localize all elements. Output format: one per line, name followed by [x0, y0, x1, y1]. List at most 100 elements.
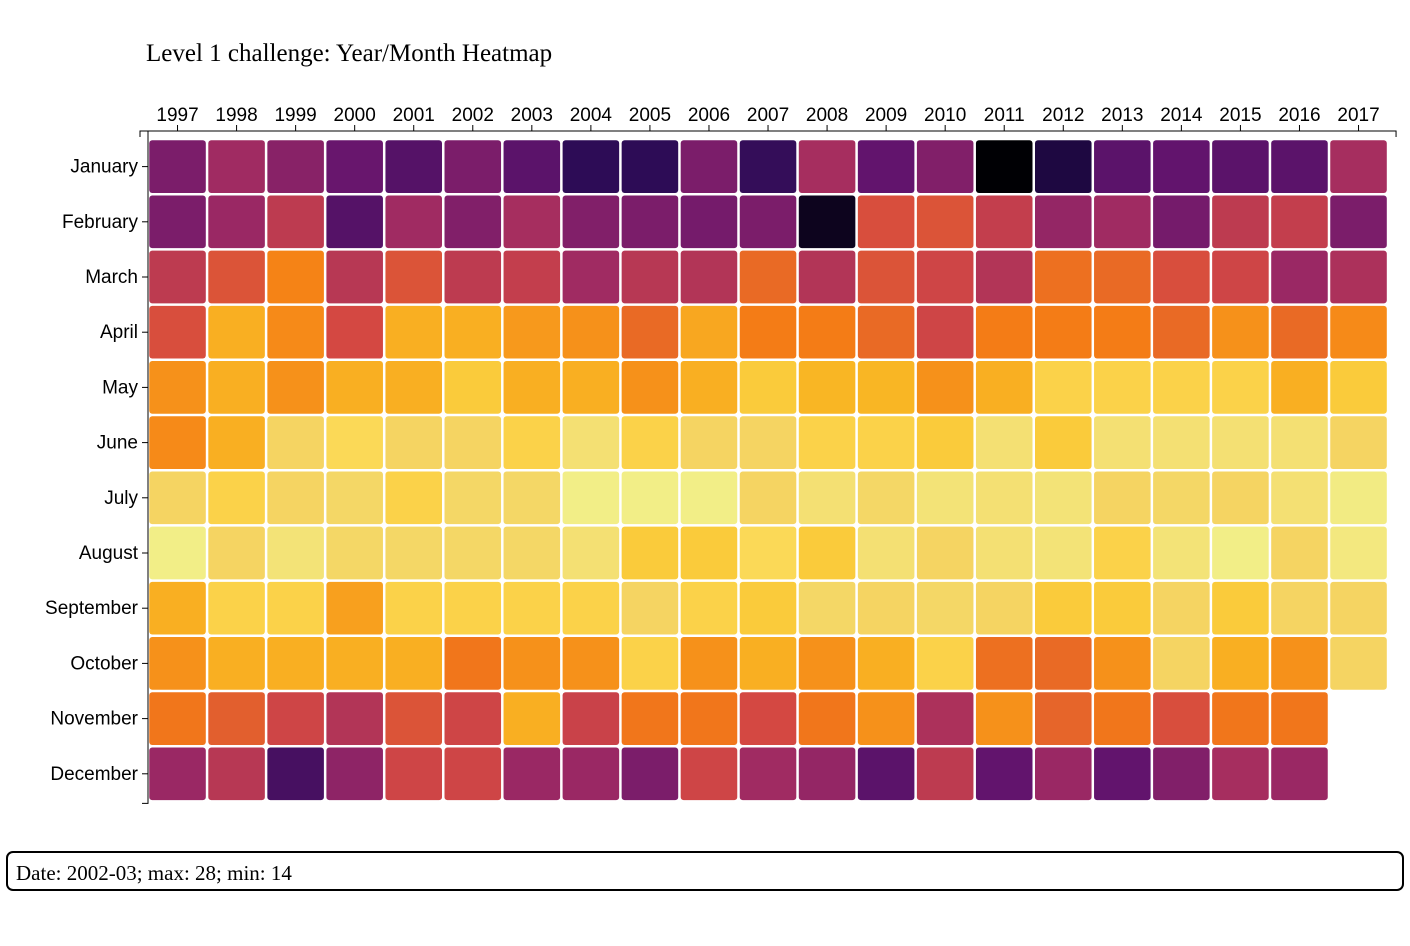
heatmap-cell-1997-april[interactable] [149, 305, 206, 359]
heatmap-cell-1998-june[interactable] [208, 416, 265, 469]
heatmap-cell-2013-august[interactable] [1094, 526, 1151, 580]
heatmap-cell-2014-february[interactable] [1153, 195, 1210, 249]
heatmap-cell-2006-november[interactable] [680, 692, 738, 745]
heatmap-cell-2003-august[interactable] [503, 526, 561, 580]
heatmap-cell-2009-april[interactable] [857, 305, 915, 359]
heatmap-cell-2005-december[interactable] [621, 747, 679, 801]
heatmap-cell-2016-december[interactable] [1271, 747, 1328, 801]
heatmap-cell-2004-may[interactable] [562, 361, 620, 414]
heatmap-cell-2008-october[interactable] [798, 637, 856, 690]
heatmap-cell-2011-august[interactable] [975, 526, 1033, 580]
heatmap-cell-2005-november[interactable] [621, 692, 679, 745]
heatmap-cell-2002-january[interactable] [444, 140, 502, 193]
heatmap-cell-2008-august[interactable] [798, 526, 856, 580]
heatmap-cell-2017-march[interactable] [1330, 250, 1387, 304]
heatmap-cell-2011-january[interactable] [975, 140, 1033, 193]
heatmap-cell-1999-january[interactable] [267, 140, 324, 193]
heatmap-cell-2009-january[interactable] [857, 140, 915, 193]
heatmap-cell-2004-november[interactable] [562, 692, 620, 745]
heatmap-cell-2004-september[interactable] [562, 581, 620, 635]
heatmap-cell-2000-august[interactable] [326, 526, 383, 580]
heatmap-cell-1997-january[interactable] [149, 140, 206, 193]
heatmap-cell-2009-december[interactable] [857, 747, 915, 801]
heatmap-cell-2006-march[interactable] [680, 250, 738, 304]
heatmap-cell-2015-june[interactable] [1212, 416, 1269, 469]
heatmap-cell-2012-august[interactable] [1035, 526, 1092, 580]
heatmap-cell-2000-september[interactable] [326, 581, 383, 635]
heatmap-cell-2005-august[interactable] [621, 526, 679, 580]
heatmap-cell-2008-july[interactable] [798, 471, 856, 525]
heatmap-cell-2003-february[interactable] [503, 195, 561, 249]
heatmap-cell-2017-october[interactable] [1330, 637, 1387, 690]
heatmap-cell-2013-may[interactable] [1094, 361, 1151, 414]
heatmap-cell-2003-october[interactable] [503, 637, 561, 690]
heatmap-cell-2016-may[interactable] [1271, 361, 1328, 414]
heatmap-cell-2008-september[interactable] [798, 581, 856, 635]
heatmap-cell-2007-december[interactable] [739, 747, 797, 801]
heatmap-cell-1999-november[interactable] [267, 692, 324, 745]
heatmap-cell-1999-march[interactable] [267, 250, 324, 304]
heatmap-cell-2012-march[interactable] [1035, 250, 1092, 304]
heatmap-cell-2015-december[interactable] [1212, 747, 1269, 801]
heatmap-cell-2015-february[interactable] [1212, 195, 1269, 249]
heatmap-cell-2003-december[interactable] [503, 747, 561, 801]
heatmap-cell-2010-october[interactable] [916, 637, 974, 690]
heatmap-cell-2008-february[interactable] [798, 195, 856, 249]
heatmap-cell-2007-november[interactable] [739, 692, 797, 745]
heatmap-cell-2014-october[interactable] [1153, 637, 1210, 690]
heatmap-cell-2002-june[interactable] [444, 416, 502, 469]
heatmap-cell-2006-january[interactable] [680, 140, 738, 193]
heatmap-cell-2006-may[interactable] [680, 361, 738, 414]
heatmap-cell-2000-july[interactable] [326, 471, 383, 525]
heatmap-cell-2003-january[interactable] [503, 140, 561, 193]
heatmap-cell-2007-may[interactable] [739, 361, 797, 414]
heatmap-cell-2008-december[interactable] [798, 747, 856, 801]
heatmap-cell-2011-september[interactable] [975, 581, 1033, 635]
heatmap-cell-2014-june[interactable] [1153, 416, 1210, 469]
heatmap-cell-1998-august[interactable] [208, 526, 265, 580]
heatmap-cell-1998-march[interactable] [208, 250, 265, 304]
heatmap-cell-2013-october[interactable] [1094, 637, 1151, 690]
heatmap-cell-2005-september[interactable] [621, 581, 679, 635]
heatmap-cell-2007-september[interactable] [739, 581, 797, 635]
heatmap-cell-2012-december[interactable] [1035, 747, 1092, 801]
heatmap-cell-2012-july[interactable] [1035, 471, 1092, 525]
heatmap-cell-1998-february[interactable] [208, 195, 265, 249]
heatmap-cell-2002-may[interactable] [444, 361, 502, 414]
heatmap-cell-2012-november[interactable] [1035, 692, 1092, 745]
heatmap-cell-2013-november[interactable] [1094, 692, 1151, 745]
heatmap-cell-2013-june[interactable] [1094, 416, 1151, 469]
heatmap-cell-2016-september[interactable] [1271, 581, 1328, 635]
heatmap-cell-2005-march[interactable] [621, 250, 679, 304]
heatmap-cell-2011-february[interactable] [975, 195, 1033, 249]
heatmap-cell-2015-january[interactable] [1212, 140, 1269, 193]
heatmap-cell-2017-may[interactable] [1330, 361, 1387, 414]
heatmap-cell-2004-february[interactable] [562, 195, 620, 249]
heatmap-cell-2007-february[interactable] [739, 195, 797, 249]
heatmap-cell-2008-november[interactable] [798, 692, 856, 745]
heatmap-cell-2016-january[interactable] [1271, 140, 1328, 193]
heatmap-cell-1997-may[interactable] [149, 361, 206, 414]
heatmap-cell-2017-june[interactable] [1330, 416, 1387, 469]
heatmap-cell-1997-september[interactable] [149, 581, 206, 635]
heatmap-cell-2000-december[interactable] [326, 747, 383, 801]
heatmap-cell-2008-march[interactable] [798, 250, 856, 304]
heatmap-cell-2005-january[interactable] [621, 140, 679, 193]
heatmap-cell-2017-july[interactable] [1330, 471, 1387, 525]
heatmap-cell-2013-january[interactable] [1094, 140, 1151, 193]
heatmap-cell-2009-february[interactable] [857, 195, 915, 249]
heatmap-cell-1998-november[interactable] [208, 692, 265, 745]
heatmap-cell-2016-april[interactable] [1271, 305, 1328, 359]
heatmap-cell-2017-february[interactable] [1330, 195, 1387, 249]
heatmap-cell-2001-february[interactable] [385, 195, 442, 249]
heatmap-cell-1999-april[interactable] [267, 305, 324, 359]
heatmap-cell-2010-july[interactable] [916, 471, 974, 525]
heatmap-cell-2001-october[interactable] [385, 637, 442, 690]
heatmap-cell-2015-april[interactable] [1212, 305, 1269, 359]
heatmap-cell-2012-february[interactable] [1035, 195, 1092, 249]
heatmap-cell-1999-september[interactable] [267, 581, 324, 635]
heatmap-cell-2002-september[interactable] [444, 581, 502, 635]
heatmap-cell-2015-march[interactable] [1212, 250, 1269, 304]
heatmap-cell-1997-february[interactable] [149, 195, 206, 249]
heatmap-cell-2016-march[interactable] [1271, 250, 1328, 304]
